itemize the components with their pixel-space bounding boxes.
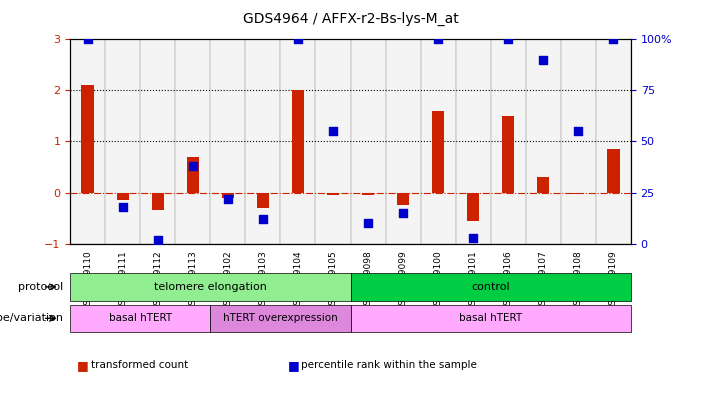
Point [152, 237, 163, 243]
Text: ■: ■ [287, 359, 299, 372]
Bar [572, 193, 585, 194]
Text: protocol: protocol [18, 282, 63, 292]
Bar [596, 39, 631, 244]
Text: percentile rank within the sample: percentile rank within the sample [301, 360, 477, 371]
Point [292, 36, 304, 42]
Bar [151, 193, 164, 210]
Bar [81, 85, 94, 193]
Bar [397, 193, 409, 205]
Point [257, 216, 268, 222]
Bar [502, 116, 515, 193]
Bar [222, 193, 234, 198]
Bar [140, 39, 175, 244]
Bar [186, 157, 199, 193]
Bar [116, 193, 129, 200]
Point [538, 57, 549, 63]
Text: telomere elongation: telomere elongation [154, 282, 267, 292]
Text: genotype/variation: genotype/variation [0, 313, 63, 323]
Point [362, 220, 374, 226]
Bar [175, 39, 210, 244]
Bar [245, 39, 280, 244]
Bar [537, 177, 550, 193]
Bar [327, 193, 339, 195]
Bar [292, 90, 304, 193]
Point [573, 128, 584, 134]
Text: control: control [471, 282, 510, 292]
Text: basal hTERT: basal hTERT [109, 313, 172, 323]
Text: basal hTERT: basal hTERT [459, 313, 522, 323]
Bar [280, 39, 315, 244]
Bar [456, 39, 491, 244]
Bar [386, 39, 421, 244]
Bar [350, 39, 386, 244]
Bar [491, 39, 526, 244]
Point [82, 36, 93, 42]
Text: transformed count: transformed count [91, 360, 189, 371]
Text: hTERT overexpression: hTERT overexpression [223, 313, 338, 323]
Bar [421, 39, 456, 244]
Bar [70, 39, 105, 244]
Bar [467, 193, 479, 220]
Bar [362, 193, 374, 195]
Point [117, 204, 128, 210]
Bar [210, 39, 245, 244]
Bar [315, 39, 350, 244]
Bar [105, 39, 140, 244]
Bar [257, 193, 269, 208]
Bar [607, 149, 620, 193]
Bar [526, 39, 561, 244]
Text: ■: ■ [77, 359, 89, 372]
Point [222, 196, 233, 202]
Point [433, 36, 444, 42]
Bar [561, 39, 596, 244]
Point [397, 210, 409, 216]
Text: GDS4964 / AFFX-r2-Bs-lys-M_at: GDS4964 / AFFX-r2-Bs-lys-M_at [243, 12, 458, 26]
Point [608, 36, 619, 42]
Point [468, 234, 479, 241]
Bar [432, 111, 444, 193]
Point [327, 128, 339, 134]
Point [503, 36, 514, 42]
Point [187, 163, 198, 169]
